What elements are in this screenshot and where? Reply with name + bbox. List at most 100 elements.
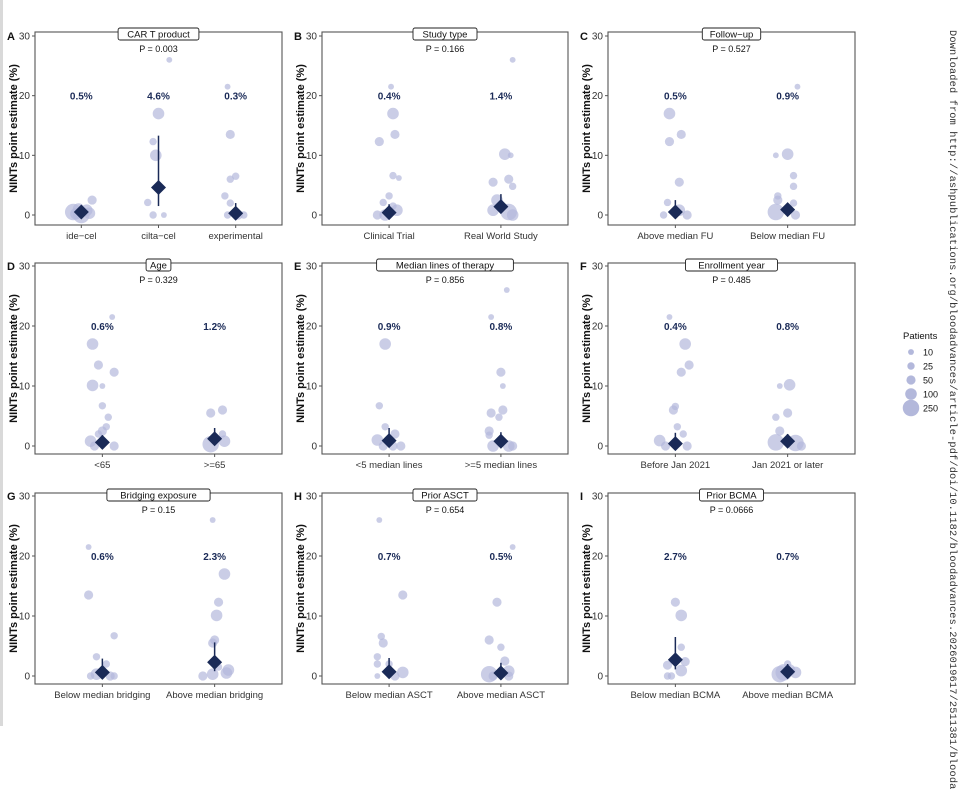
study-point [496,367,506,377]
study-point [508,182,517,191]
y-tick-label: 10 [306,151,318,162]
y-tick-label: 30 [19,32,31,43]
y-axis-label: NINTs point estimate (%) [8,294,20,423]
x-tick-label: <5 median lines [356,460,423,471]
study-point [99,383,106,389]
facet-title-box [145,258,172,272]
study-point [93,360,104,370]
watermark-text: Downloaded from http://ashpublications.o… [946,30,958,790]
pooled-estimate-diamond [94,434,110,450]
page-edge [0,0,3,726]
study-point [210,609,223,622]
y-tick-label: 10 [19,612,31,623]
study-point [198,671,208,681]
y-axis-label: NINTs point estimate (%) [581,294,593,423]
study-point [488,314,495,320]
study-point [374,137,384,147]
estimate-label: 0.8% [776,322,799,333]
study-point [208,638,218,648]
study-point [390,429,400,439]
study-point [675,664,688,677]
y-axis-label: NINTs point estimate (%) [295,524,307,653]
y-tick-label: 0 [597,442,603,453]
pooled-estimate-diamond [667,436,683,452]
study-point [484,635,494,645]
study-point [509,56,516,63]
study-point [398,590,408,600]
panel-i: I 0 10 20 30 NINTs point estimate (%) Prior BC… [580,488,856,701]
study-point [110,672,118,680]
study-point [485,431,493,439]
legend-label: 100 [923,390,938,400]
study-point [775,426,785,436]
estimate-label: 0.5% [490,552,513,563]
study-point [789,171,798,180]
study-point [789,182,798,191]
x-tick-label: Below median BCMA [630,690,720,701]
pooled-estimate-diamond [151,180,166,196]
estimate-label: 2.3% [203,552,226,563]
y-axis-label: NINTs point estimate (%) [8,64,20,193]
facet-title: Follow−up [710,30,754,41]
study-point [790,210,801,220]
x-tick-label: ide−cel [66,231,96,242]
x-tick-label: >=5 median lines [465,460,538,471]
study-point [507,152,514,159]
estimate-label: 0.6% [91,322,114,333]
y-tick-label: 30 [306,492,318,503]
study-point [160,212,167,218]
y-tick-label: 30 [19,492,31,503]
plot-frame [321,262,569,455]
study-point [664,137,675,147]
study-point [670,597,680,607]
study-point [379,338,391,350]
facet-title: Bridging exposure [120,491,197,502]
facet-title-box [685,258,778,272]
study-point [375,402,384,410]
study-point [666,314,673,320]
legend-key [902,399,920,417]
panel-g: G 0 10 20 30 NINTs point estimate (%) Bridging… [7,488,283,701]
study-point [662,660,673,670]
y-tick-label: 20 [306,552,318,563]
x-tick-label: <65 [94,460,110,471]
x-tick-label: Above median bridging [166,690,263,701]
y-tick-label: 0 [597,672,603,683]
study-point [225,129,235,140]
facet-title: Median lines of therapy [396,261,494,272]
plot-frame [321,31,569,226]
y-tick-label: 30 [592,262,604,273]
study-point [682,441,692,451]
panel-letter: H [294,491,302,503]
x-tick-label: Jan 2021 or later [752,460,823,471]
study-point [674,177,684,187]
pooled-estimate-diamond [381,205,397,221]
x-tick-label: Below median bridging [54,690,150,701]
study-point [486,408,496,418]
y-tick-label: 10 [19,382,31,393]
y-tick-label: 10 [592,612,604,623]
study-point [663,107,676,120]
study-point [385,192,393,200]
study-point [109,441,119,451]
plot-frame [607,262,856,455]
estimate-label: 4.6% [147,92,170,103]
panel-d: D 0 10 20 30 NINTs point estimate (%) Age P = 0… [7,258,283,471]
study-point [226,175,234,183]
study-point [213,597,224,607]
y-axis-label: NINTs point estimate (%) [8,524,20,653]
estimate-label: 0.5% [70,92,93,103]
plot-frame [607,492,856,685]
study-point [374,673,381,679]
study-point [508,441,518,451]
facet-title-box [701,27,762,41]
facet-title: Age [150,261,167,272]
pooled-estimate-diamond [73,204,89,220]
study-point [110,632,118,640]
study-point [776,383,783,389]
y-tick-label: 20 [19,322,31,333]
study-point [796,441,806,451]
size-legend: Patients 10 25 50 100 250 [902,331,938,417]
study-point [206,408,216,418]
study-point [495,413,503,421]
